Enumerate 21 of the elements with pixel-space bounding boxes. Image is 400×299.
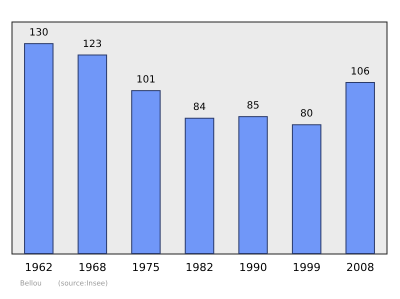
x-tick-label: 1975	[132, 261, 160, 274]
x-tick-label: 1962	[24, 261, 53, 274]
bar	[24, 43, 54, 254]
bar	[131, 90, 161, 254]
x-tick-label: 2008	[346, 261, 374, 274]
data-label: 123	[82, 38, 102, 50]
data-label: 80	[300, 108, 314, 120]
x-tick-label: 1999	[292, 261, 321, 274]
bar	[78, 54, 108, 254]
x-tick-label: 1982	[186, 261, 214, 274]
x-tick-label: 1968	[78, 261, 106, 274]
data-label: 101	[136, 74, 156, 86]
bar	[292, 124, 322, 254]
data-label: 85	[246, 100, 260, 112]
bar	[345, 82, 375, 254]
data-label: 130	[29, 28, 48, 39]
bar	[238, 116, 268, 254]
data-label: 106	[350, 66, 370, 78]
x-tick-label: 1990	[239, 261, 268, 274]
bar	[184, 118, 214, 254]
data-label: 84	[193, 102, 206, 114]
